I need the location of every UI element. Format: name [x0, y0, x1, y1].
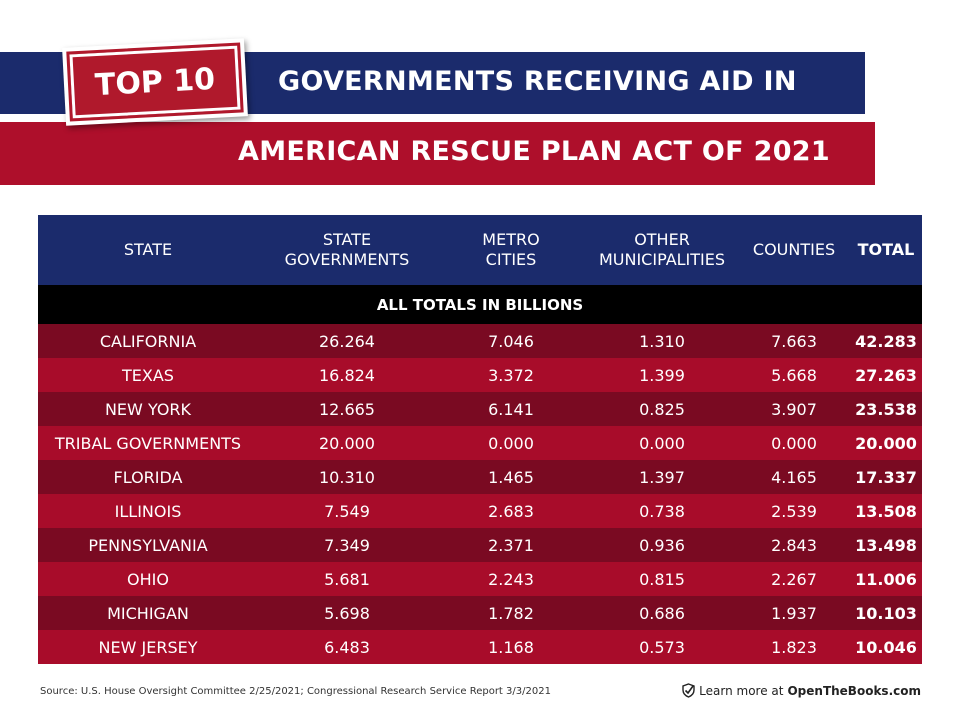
table-row: CALIFORNIA 26.264 7.046 1.310 7.663 42.283	[38, 324, 922, 358]
total-cell: 17.337	[850, 460, 922, 494]
site-link[interactable]: OpenTheBooks.com	[787, 683, 921, 698]
counties-cell: 3.907	[738, 392, 850, 426]
state-cell: FLORIDA	[38, 460, 258, 494]
state-gov-cell: 7.549	[258, 494, 436, 528]
state-gov-cell: 5.681	[258, 562, 436, 596]
state-gov-cell: 5.698	[258, 596, 436, 630]
table-row: NEW JERSEY 6.483 1.168 0.573 1.823 10.046	[38, 630, 922, 664]
other-muni-cell: 0.825	[586, 392, 738, 426]
total-cell: 13.498	[850, 528, 922, 562]
col-state: STATE	[38, 215, 258, 285]
total-cell: 11.006	[850, 562, 922, 596]
top10-stamp-badge: TOP 10	[62, 38, 248, 126]
col-total: TOTAL	[850, 215, 922, 285]
title-band-red	[0, 122, 875, 185]
metro-cities-cell: 1.782	[436, 596, 586, 630]
counties-cell: 4.165	[738, 460, 850, 494]
other-muni-cell: 1.310	[586, 324, 738, 358]
table-row: ILLINOIS 7.549 2.683 0.738 2.539 13.508	[38, 494, 922, 528]
counties-cell: 2.267	[738, 562, 850, 596]
state-gov-cell: 6.483	[258, 630, 436, 664]
table-row: TEXAS 16.824 3.372 1.399 5.668 27.263	[38, 358, 922, 392]
total-cell: 27.263	[850, 358, 922, 392]
state-gov-cell: 26.264	[258, 324, 436, 358]
other-muni-cell: 1.399	[586, 358, 738, 392]
counties-cell: 2.539	[738, 494, 850, 528]
table-row: PENNSYLVANIA 7.349 2.371 0.936 2.843 13.498	[38, 528, 922, 562]
counties-cell: 5.668	[738, 358, 850, 392]
units-note: ALL TOTALS IN BILLIONS	[38, 285, 922, 324]
table-row: FLORIDA 10.310 1.465 1.397 4.165 17.337	[38, 460, 922, 494]
state-gov-cell: 7.349	[258, 528, 436, 562]
metro-cities-cell: 6.141	[436, 392, 586, 426]
metro-cities-cell: 1.168	[436, 630, 586, 664]
counties-cell: 0.000	[738, 426, 850, 460]
total-cell: 13.508	[850, 494, 922, 528]
counties-cell: 1.937	[738, 596, 850, 630]
state-gov-cell: 20.000	[258, 426, 436, 460]
title-line-1: GOVERNMENTS RECEIVING AID IN	[278, 66, 797, 97]
metro-cities-cell: 1.465	[436, 460, 586, 494]
other-muni-cell: 0.000	[586, 426, 738, 460]
total-cell: 20.000	[850, 426, 922, 460]
state-gov-cell: 12.665	[258, 392, 436, 426]
learn-more-text: Learn more at	[699, 683, 784, 698]
counties-cell: 7.663	[738, 324, 850, 358]
other-muni-cell: 0.815	[586, 562, 738, 596]
title-line-2: AMERICAN RESCUE PLAN ACT OF 2021	[238, 136, 830, 167]
col-counties: COUNTIES	[738, 215, 850, 285]
metro-cities-cell: 2.243	[436, 562, 586, 596]
shield-check-icon	[682, 683, 695, 698]
state-cell: PENNSYLVANIA	[38, 528, 258, 562]
other-muni-cell: 0.573	[586, 630, 738, 664]
state-cell: NEW JERSEY	[38, 630, 258, 664]
metro-cities-cell: 3.372	[436, 358, 586, 392]
learn-more-link[interactable]: Learn more at OpenTheBooks.com	[682, 683, 921, 698]
state-cell: OHIO	[38, 562, 258, 596]
other-muni-cell: 1.397	[586, 460, 738, 494]
state-cell: MICHIGAN	[38, 596, 258, 630]
state-cell: CALIFORNIA	[38, 324, 258, 358]
table-row: NEW YORK 12.665 6.141 0.825 3.907 23.538	[38, 392, 922, 426]
col-state-governments: STATE GOVERNMENTS	[258, 215, 436, 285]
total-cell: 23.538	[850, 392, 922, 426]
table-row: MICHIGAN 5.698 1.782 0.686 1.937 10.103	[38, 596, 922, 630]
state-cell: TEXAS	[38, 358, 258, 392]
other-muni-cell: 0.738	[586, 494, 738, 528]
total-cell: 10.046	[850, 630, 922, 664]
state-cell: NEW YORK	[38, 392, 258, 426]
table-row: OHIO 5.681 2.243 0.815 2.267 11.006	[38, 562, 922, 596]
metro-cities-cell: 0.000	[436, 426, 586, 460]
state-gov-cell: 10.310	[258, 460, 436, 494]
counties-cell: 2.843	[738, 528, 850, 562]
state-cell: ILLINOIS	[38, 494, 258, 528]
table-header-row: STATE STATE GOVERNMENTS METRO CITIES OTH…	[38, 215, 922, 285]
col-metro-cities: METRO CITIES	[436, 215, 586, 285]
metro-cities-cell: 2.683	[436, 494, 586, 528]
table-row: TRIBAL GOVERNMENTS 20.000 0.000 0.000 0.000 2…	[38, 426, 922, 460]
state-cell: TRIBAL GOVERNMENTS	[38, 426, 258, 460]
total-cell: 10.103	[850, 596, 922, 630]
total-cell: 42.283	[850, 324, 922, 358]
metro-cities-cell: 7.046	[436, 324, 586, 358]
state-gov-cell: 16.824	[258, 358, 436, 392]
source-note: Source: U.S. House Oversight Committee 2…	[40, 686, 551, 697]
other-muni-cell: 0.686	[586, 596, 738, 630]
other-muni-cell: 0.936	[586, 528, 738, 562]
col-other-municipalities: OTHER MUNICIPALITIES	[586, 215, 738, 285]
metro-cities-cell: 2.371	[436, 528, 586, 562]
counties-cell: 1.823	[738, 630, 850, 664]
aid-table: STATE STATE GOVERNMENTS METRO CITIES OTH…	[38, 215, 922, 664]
